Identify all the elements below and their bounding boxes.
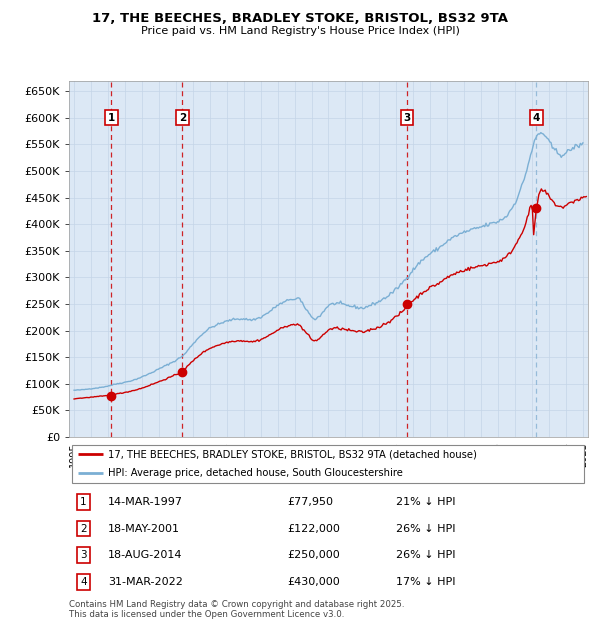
Text: £122,000: £122,000 <box>287 523 340 534</box>
Text: 17, THE BEECHES, BRADLEY STOKE, BRISTOL, BS32 9TA (detached house): 17, THE BEECHES, BRADLEY STOKE, BRISTOL,… <box>108 450 477 459</box>
Text: 17% ↓ HPI: 17% ↓ HPI <box>396 577 455 587</box>
Text: £250,000: £250,000 <box>287 550 340 560</box>
FancyBboxPatch shape <box>71 445 584 483</box>
Text: 14-MAR-1997: 14-MAR-1997 <box>108 497 183 507</box>
Text: 4: 4 <box>533 113 540 123</box>
Text: 26% ↓ HPI: 26% ↓ HPI <box>396 550 455 560</box>
Text: 4: 4 <box>80 577 87 587</box>
Text: 18-MAY-2001: 18-MAY-2001 <box>108 523 180 534</box>
Text: Price paid vs. HM Land Registry's House Price Index (HPI): Price paid vs. HM Land Registry's House … <box>140 26 460 36</box>
Text: 1: 1 <box>80 497 87 507</box>
Text: 21% ↓ HPI: 21% ↓ HPI <box>396 497 455 507</box>
Text: 31-MAR-2022: 31-MAR-2022 <box>108 577 183 587</box>
Text: Contains HM Land Registry data © Crown copyright and database right 2025.
This d: Contains HM Land Registry data © Crown c… <box>69 600 404 619</box>
Text: 1: 1 <box>108 113 115 123</box>
Text: 17, THE BEECHES, BRADLEY STOKE, BRISTOL, BS32 9TA: 17, THE BEECHES, BRADLEY STOKE, BRISTOL,… <box>92 12 508 25</box>
Text: HPI: Average price, detached house, South Gloucestershire: HPI: Average price, detached house, Sout… <box>108 468 403 478</box>
Text: 3: 3 <box>403 113 410 123</box>
Text: 18-AUG-2014: 18-AUG-2014 <box>108 550 182 560</box>
Text: 3: 3 <box>80 550 87 560</box>
Text: 2: 2 <box>179 113 186 123</box>
Text: 2: 2 <box>80 523 87 534</box>
Text: 26% ↓ HPI: 26% ↓ HPI <box>396 523 455 534</box>
Text: £430,000: £430,000 <box>287 577 340 587</box>
Text: £77,950: £77,950 <box>287 497 333 507</box>
